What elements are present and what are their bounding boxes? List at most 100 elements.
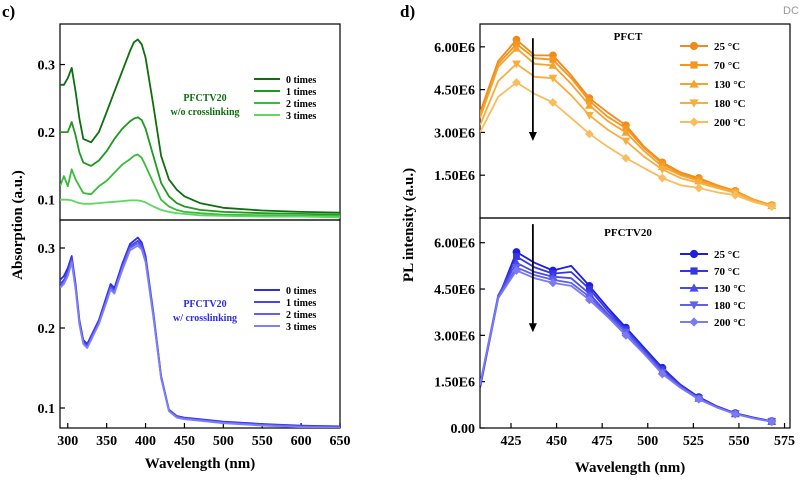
y-tick-label: 0.00 bbox=[451, 422, 476, 437]
data-point-marker bbox=[657, 173, 667, 183]
data-point-marker bbox=[548, 74, 558, 83]
series-line-1-times bbox=[60, 116, 340, 216]
data-point-marker bbox=[730, 409, 740, 419]
plot-frame bbox=[59, 219, 341, 429]
legend-label: 25 °C bbox=[714, 249, 740, 261]
data-point-marker bbox=[621, 137, 631, 146]
legend-marker bbox=[689, 317, 699, 327]
y-tick-label: 0.1 bbox=[38, 402, 56, 417]
series-group bbox=[60, 236, 340, 428]
data-point-marker bbox=[512, 60, 521, 69]
data-point-marker bbox=[694, 183, 704, 193]
plot-frame bbox=[479, 217, 791, 429]
x-tick-label: 300 bbox=[57, 434, 78, 449]
y-tick-label: 1.50E6 bbox=[434, 169, 475, 184]
legend-marker bbox=[690, 267, 698, 275]
x-tick-label: 400 bbox=[135, 434, 156, 449]
panel-c-xlabel: Wavelength (nm) bbox=[145, 456, 255, 472]
x-tick-label: 475 bbox=[592, 434, 613, 449]
series-line-3-times bbox=[60, 198, 340, 219]
y-tick-label: 6.00E6 bbox=[434, 237, 475, 252]
legend-label: 25 °C bbox=[714, 41, 740, 53]
x-tick-label: 650 bbox=[330, 434, 351, 449]
data-point-marker bbox=[512, 43, 521, 52]
y-tick-label: 3.00E6 bbox=[434, 329, 475, 344]
chart-annotation: w/ crosslinking bbox=[173, 313, 237, 324]
subplot-d-top: 1.50E6 3.00E6 4.50E6 6.00E6 25 °C 70 °C 130 °C… bbox=[434, 23, 791, 219]
trend-arrow-head bbox=[528, 131, 537, 141]
y-tick-label: 0.1 bbox=[38, 194, 56, 209]
y-tick-label: 4.50E6 bbox=[434, 283, 475, 298]
data-point-marker bbox=[657, 369, 667, 379]
chart-annotation: PFCTV20 bbox=[183, 93, 226, 104]
legend-label: 3 times bbox=[286, 322, 316, 333]
data-point-marker bbox=[657, 166, 667, 174]
data-point-marker bbox=[513, 253, 520, 261]
x-tick-label: 450 bbox=[546, 434, 567, 449]
x-tick-label: 500 bbox=[637, 434, 658, 449]
legend-label: 3 times bbox=[286, 111, 316, 122]
series-line-3-times bbox=[60, 244, 340, 428]
data-point-marker bbox=[548, 60, 558, 69]
legend-marker bbox=[689, 249, 699, 259]
chart-annotation: PFCTV20 bbox=[183, 299, 226, 310]
series-line-1-times bbox=[60, 239, 340, 428]
data-point-marker bbox=[730, 190, 740, 200]
legend-label: 180 °C bbox=[714, 98, 746, 110]
data-point-marker bbox=[621, 153, 631, 163]
x-tick-label: 550 bbox=[252, 434, 273, 449]
chart-annotation: w/o crosslinking bbox=[171, 107, 240, 118]
legend-marker bbox=[689, 79, 699, 88]
x-tick-label: 550 bbox=[728, 434, 749, 449]
data-point-marker bbox=[585, 111, 594, 120]
y-tick-label: 4.50E6 bbox=[434, 84, 475, 99]
data-point-marker bbox=[621, 128, 631, 136]
data-point-marker bbox=[585, 295, 594, 305]
y-tick-label: 0.3 bbox=[38, 242, 56, 257]
x-tick-label: 575 bbox=[774, 434, 795, 449]
data-point-marker bbox=[694, 179, 704, 188]
legend-marker bbox=[689, 301, 699, 310]
legend-label: 1 times bbox=[286, 298, 316, 309]
subplot-c-bottom: 0.1 0.2 0.3 300 350 400 450 500 550 600 650 0 times… bbox=[38, 219, 351, 449]
data-point-marker bbox=[512, 266, 521, 275]
legend-label: 130 °C bbox=[714, 79, 746, 91]
legend-marker bbox=[689, 283, 699, 292]
panel-d-label: d) bbox=[400, 2, 415, 21]
legend-label: 70 °C bbox=[714, 60, 740, 72]
chart-annotation: PFCT bbox=[614, 31, 643, 43]
series-line-0-times bbox=[60, 38, 340, 214]
panel-d-xlabel: Wavelength (nm) bbox=[575, 460, 685, 476]
subplot-d-bottom: 0.00 1.50E6 3.00E6 4.50E6 6.00E6 425 450 475 500… bbox=[434, 217, 795, 449]
legend-label: 0 times bbox=[286, 286, 316, 297]
series-group bbox=[480, 35, 777, 211]
legend-label: 1 times bbox=[286, 87, 316, 98]
data-point-marker bbox=[586, 285, 593, 293]
panel-d-ylabel: PL intensity (a.u.) bbox=[401, 168, 417, 282]
series-line-2-times bbox=[60, 242, 340, 428]
watermark-text: DC bbox=[783, 5, 799, 17]
data-point-marker bbox=[549, 56, 557, 64]
legend-label: 130 °C bbox=[714, 283, 746, 295]
x-tick-label: 350 bbox=[96, 434, 117, 449]
panel-c-ylabel: Absorption (a.u.) bbox=[10, 170, 26, 280]
legend-label: 200 °C bbox=[714, 117, 746, 129]
series-group bbox=[480, 248, 777, 427]
x-tick-label: 425 bbox=[501, 434, 522, 449]
data-point-marker bbox=[548, 278, 558, 288]
legend-marker bbox=[690, 61, 698, 69]
y-tick-label: 3.00E6 bbox=[434, 126, 475, 141]
x-tick-label: 525 bbox=[683, 434, 704, 449]
legend-label: 2 times bbox=[286, 310, 316, 321]
y-tick-label: 0.3 bbox=[38, 59, 56, 74]
y-tick-label: 6.00E6 bbox=[434, 41, 475, 56]
data-point-marker bbox=[694, 394, 704, 404]
legend-marker bbox=[689, 99, 699, 108]
legend-label: 180 °C bbox=[714, 300, 746, 312]
data-point-marker bbox=[767, 417, 777, 427]
x-tick-label: 450 bbox=[174, 434, 195, 449]
series-line-2-times bbox=[60, 153, 340, 217]
x-tick-label: 600 bbox=[291, 434, 312, 449]
